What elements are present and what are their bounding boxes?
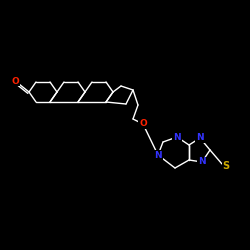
Text: S: S <box>222 161 230 171</box>
Text: O: O <box>139 120 147 128</box>
Text: N: N <box>198 158 206 166</box>
Text: N: N <box>173 132 181 141</box>
Text: N: N <box>154 150 162 160</box>
Text: O: O <box>11 76 19 86</box>
Text: N: N <box>196 134 204 142</box>
